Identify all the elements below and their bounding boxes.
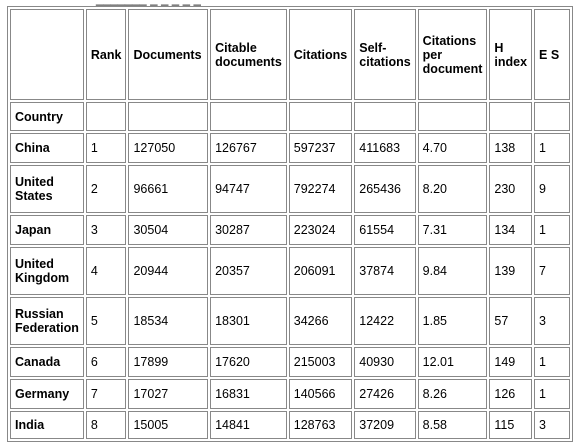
cell-documents: 127050 <box>128 133 209 163</box>
cell-citations-per-document: 7.31 <box>417 215 488 245</box>
cell-citable-documents: 14841 <box>210 411 287 439</box>
cell-truncated: 3 <box>534 411 570 439</box>
cell-citations-per-document: 12.01 <box>417 347 488 377</box>
cell-citations-per-document: 8.26 <box>417 379 488 409</box>
cell-documents: 17899 <box>128 347 209 377</box>
cell-rank: 7 <box>85 379 127 409</box>
cell-citations: 597237 <box>288 133 353 163</box>
cell-citable-documents: 18301 <box>210 297 287 345</box>
cell-citations-per-document: 8.20 <box>417 165 488 213</box>
cell-citable-documents: 30287 <box>210 215 287 245</box>
cell-citations-per-document: 8.58 <box>417 411 488 439</box>
header-corner-cell <box>10 9 84 100</box>
cell-documents: 17027 <box>128 379 209 409</box>
cell-rank: 3 <box>85 215 127 245</box>
cell-h-index: 134 <box>489 215 533 245</box>
row-country-label: United Kingdom <box>10 247 84 295</box>
cell-documents: 96661 <box>128 165 209 213</box>
cell-documents: 18534 <box>128 297 209 345</box>
cell-citations-per-document: 9.84 <box>417 247 488 295</box>
cell-citations-per-document: 1.85 <box>417 297 488 345</box>
column-header-rank: Rank <box>85 9 127 100</box>
cell-h-index: 138 <box>489 133 533 163</box>
cell-documents: 20944 <box>128 247 209 295</box>
table-row: United States 2 96661 94747 792274 26543… <box>10 165 570 213</box>
cell-citable-documents: 94747 <box>210 165 287 213</box>
cell-rank: 4 <box>85 247 127 295</box>
cell-citable-documents: 20357 <box>210 247 287 295</box>
cell-citations: 34266 <box>288 297 353 345</box>
cell-self-citations: 37209 <box>354 411 416 439</box>
cell-h-index: 115 <box>489 411 533 439</box>
cell-self-citations: 27426 <box>354 379 416 409</box>
column-header-row: Rank Documents Citable documents Citatio… <box>10 9 570 100</box>
row-country-label: Japan <box>10 215 84 245</box>
cell-truncated: 9 <box>534 165 570 213</box>
cell-truncated: 3 <box>534 297 570 345</box>
table-row: China 1 127050 126767 597237 411683 4.70… <box>10 133 570 163</box>
cell-self-citations: 37874 <box>354 247 416 295</box>
cell-citable-documents: 126767 <box>210 133 287 163</box>
cell-h-index: 126 <box>489 379 533 409</box>
table-row: Canada 6 17899 17620 215003 40930 12.01 … <box>10 347 570 377</box>
cell-self-citations: 40930 <box>354 347 416 377</box>
cell-rank: 1 <box>85 133 127 163</box>
cell-truncated: 1 <box>534 215 570 245</box>
index-label-row: Country <box>10 102 570 131</box>
top-text-fragment: _______ _ _ _ _ _ <box>0 0 573 6</box>
cell-truncated: 7 <box>534 247 570 295</box>
cell-h-index: 139 <box>489 247 533 295</box>
cell-rank: 6 <box>85 347 127 377</box>
index-label-country: Country <box>10 102 84 131</box>
cell-citations: 140566 <box>288 379 353 409</box>
cell-h-index: 149 <box>489 347 533 377</box>
cell-self-citations: 411683 <box>354 133 416 163</box>
cell-h-index: 230 <box>489 165 533 213</box>
cell-documents: 30504 <box>128 215 209 245</box>
table-row: India 8 15005 14841 128763 37209 8.58 11… <box>10 411 570 439</box>
cell-citations: 206091 <box>288 247 353 295</box>
row-country-label: Russian Federation <box>10 297 84 345</box>
cell-rank: 2 <box>85 165 127 213</box>
column-header-h-index: H index <box>489 9 533 100</box>
row-country-label: Canada <box>10 347 84 377</box>
cell-citations-per-document: 4.70 <box>417 133 488 163</box>
column-header-truncated: E S <box>534 9 570 100</box>
cell-truncated: 1 <box>534 347 570 377</box>
header-fragment: _______ _ _ _ _ _ <box>96 0 201 6</box>
row-country-label: United States <box>10 165 84 213</box>
column-header-citable-documents: Citable documents <box>210 9 287 100</box>
cell-self-citations: 265436 <box>354 165 416 213</box>
cell-citations: 792274 <box>288 165 353 213</box>
country-stats-table: Rank Documents Citable documents Citatio… <box>7 6 573 442</box>
cell-h-index: 57 <box>489 297 533 345</box>
table-row: Russian Federation 5 18534 18301 34266 1… <box>10 297 570 345</box>
column-header-documents: Documents <box>128 9 209 100</box>
cell-citable-documents: 17620 <box>210 347 287 377</box>
cell-citations: 128763 <box>288 411 353 439</box>
cell-citations: 223024 <box>288 215 353 245</box>
cell-citable-documents: 16831 <box>210 379 287 409</box>
cell-rank: 8 <box>85 411 127 439</box>
table-row: Germany 7 17027 16831 140566 27426 8.26 … <box>10 379 570 409</box>
cell-self-citations: 12422 <box>354 297 416 345</box>
cell-rank: 5 <box>85 297 127 345</box>
cell-truncated: 1 <box>534 379 570 409</box>
row-country-label: China <box>10 133 84 163</box>
table-row: United Kingdom 4 20944 20357 206091 3787… <box>10 247 570 295</box>
row-country-label: Germany <box>10 379 84 409</box>
cell-truncated: 1 <box>534 133 570 163</box>
cell-documents: 15005 <box>128 411 209 439</box>
cell-citations: 215003 <box>288 347 353 377</box>
row-country-label: India <box>10 411 84 439</box>
cell-self-citations: 61554 <box>354 215 416 245</box>
column-header-self-citations: Self-citations <box>354 9 416 100</box>
column-header-citations: Citations <box>288 9 353 100</box>
table-row: Japan 3 30504 30287 223024 61554 7.31 13… <box>10 215 570 245</box>
column-header-citations-per-document: Citations per document <box>417 9 488 100</box>
